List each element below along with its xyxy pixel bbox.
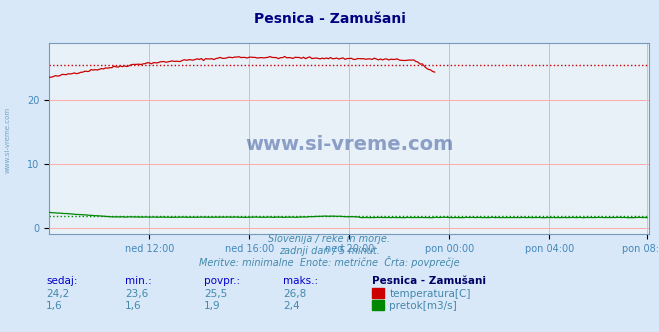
Text: Slovenija / reke in morje.: Slovenija / reke in morje.: [268, 234, 391, 244]
Text: Pesnica - Zamušani: Pesnica - Zamušani: [372, 276, 486, 286]
Text: sedaj:: sedaj:: [46, 276, 78, 286]
Text: 25,5: 25,5: [204, 289, 227, 299]
Text: povpr.:: povpr.:: [204, 276, 241, 286]
Text: 1,6: 1,6: [46, 301, 63, 311]
Text: pretok[m3/s]: pretok[m3/s]: [389, 301, 457, 311]
Text: temperatura[C]: temperatura[C]: [389, 289, 471, 299]
Text: Meritve: minimalne  Enote: metrične  Črta: povprečje: Meritve: minimalne Enote: metrične Črta:…: [199, 256, 460, 268]
Text: 24,2: 24,2: [46, 289, 69, 299]
Text: 2,4: 2,4: [283, 301, 300, 311]
Text: zadnji dan / 5 minut.: zadnji dan / 5 minut.: [279, 246, 380, 256]
Text: www.si-vreme.com: www.si-vreme.com: [245, 135, 453, 154]
Text: 26,8: 26,8: [283, 289, 306, 299]
Text: 23,6: 23,6: [125, 289, 148, 299]
Text: www.si-vreme.com: www.si-vreme.com: [5, 106, 11, 173]
Text: maks.:: maks.:: [283, 276, 318, 286]
Text: 1,6: 1,6: [125, 301, 142, 311]
Text: Pesnica - Zamušani: Pesnica - Zamušani: [254, 12, 405, 26]
Text: 1,9: 1,9: [204, 301, 221, 311]
Text: min.:: min.:: [125, 276, 152, 286]
